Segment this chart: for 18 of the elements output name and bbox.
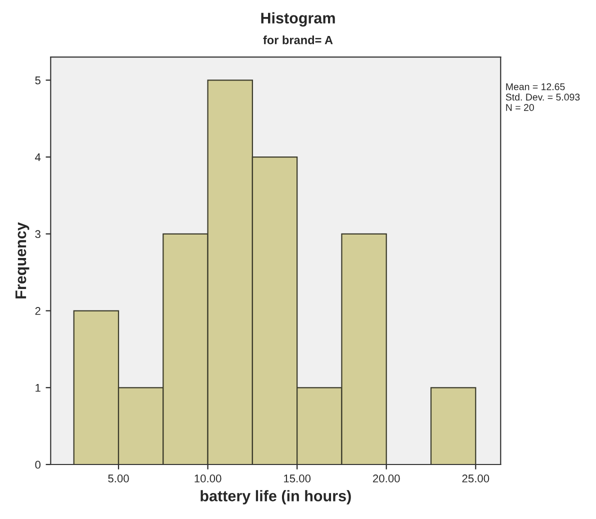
x-tick-label: 20.00 — [373, 474, 400, 482]
chart-subtitle: for brand= A — [263, 36, 333, 44]
text: N = 20 — [506, 104, 534, 111]
y-tick-label: 4 — [35, 153, 41, 162]
x-tick-label: 25.00 — [462, 474, 490, 482]
y-tick-label: 1 — [36, 384, 40, 392]
y-tick-label: 0 — [35, 460, 41, 469]
x-tick-label: 5.00 — [108, 474, 129, 482]
y-tick-label: 2 — [35, 307, 40, 315]
text: Std. Dev. = 5.093 — [506, 93, 580, 101]
x-tick-label: 15.00 — [284, 474, 311, 482]
text: Mean = 12.65 — [506, 83, 565, 90]
x-tick-label: 10.00 — [194, 474, 222, 482]
y-axis-title: Frequency — [16, 222, 30, 298]
chart-title: Histogram — [261, 12, 335, 27]
y-tick-label: 5 — [35, 76, 40, 84]
x-axis-title: battery life (in hours) — [200, 490, 351, 504]
y-tick-label: 3 — [35, 230, 40, 238]
